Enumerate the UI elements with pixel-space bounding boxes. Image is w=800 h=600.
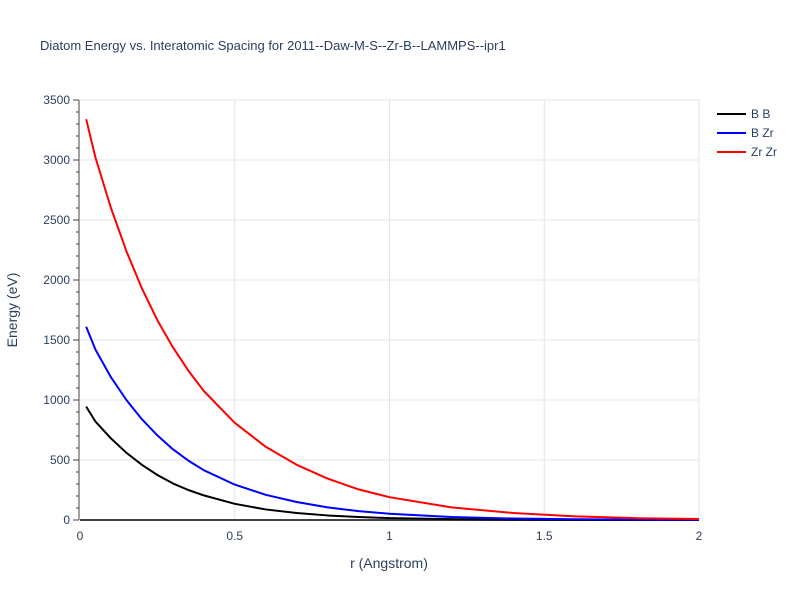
- legend-item-0[interactable]: B B: [717, 107, 770, 121]
- x-axis-label: r (Angstrom): [350, 555, 428, 571]
- series-line-0: [85, 406, 700, 521]
- y-tick-label: 1000: [43, 393, 70, 407]
- y-axis-ticks: 0 500 1000 1500 2000 2500 3000 3500: [43, 93, 70, 527]
- x-tick-label: 1: [386, 529, 393, 543]
- series-layer: [85, 118, 700, 521]
- legend-item-1[interactable]: B Zr: [717, 126, 774, 140]
- y-axis-line: [73, 99, 80, 521]
- legend-item-2[interactable]: Zr Zr: [717, 145, 777, 159]
- x-tick-label: 2: [696, 529, 703, 543]
- series-line-2: [85, 118, 700, 521]
- x-tick-label: 1.5: [536, 529, 553, 543]
- x-tick-label: 0.5: [226, 529, 243, 543]
- y-tick-label: 2500: [43, 213, 70, 227]
- chart-title: Diatom Energy vs. Interatomic Spacing fo…: [40, 38, 506, 53]
- x-tick-label: 0: [77, 529, 84, 543]
- y-tick-label: 2000: [43, 273, 70, 287]
- series-line-1: [85, 326, 700, 521]
- y-tick-label: 500: [50, 453, 70, 467]
- legend-label: B B: [751, 107, 770, 121]
- y-tick-label: 3500: [43, 93, 70, 107]
- grid: [80, 99, 700, 520]
- x-axis-ticks: 0 0.5 1 1.5 2: [77, 529, 703, 543]
- legend[interactable]: B B B Zr Zr Zr: [717, 107, 777, 159]
- y-tick-label: 3000: [43, 153, 70, 167]
- y-axis-label: Energy (eV): [4, 273, 20, 348]
- legend-label: B Zr: [751, 126, 774, 140]
- y-tick-label: 0: [63, 513, 70, 527]
- legend-label: Zr Zr: [751, 145, 777, 159]
- y-tick-label: 1500: [43, 333, 70, 347]
